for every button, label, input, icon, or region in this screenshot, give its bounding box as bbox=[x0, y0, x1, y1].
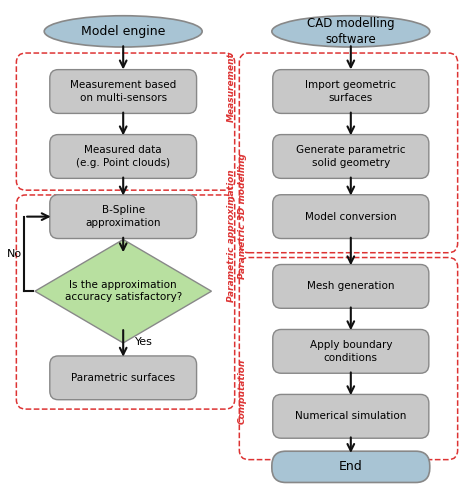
Text: Parametric surfaces: Parametric surfaces bbox=[71, 373, 175, 383]
Text: Measurement based
on multi-sensors: Measurement based on multi-sensors bbox=[70, 81, 176, 103]
FancyBboxPatch shape bbox=[273, 195, 429, 239]
FancyBboxPatch shape bbox=[273, 329, 429, 373]
Text: Measured data
(e.g. Point clouds): Measured data (e.g. Point clouds) bbox=[76, 145, 170, 168]
Text: Parametric 3D modelling: Parametric 3D modelling bbox=[238, 153, 247, 279]
FancyBboxPatch shape bbox=[272, 451, 430, 483]
FancyBboxPatch shape bbox=[50, 135, 197, 178]
Text: Computation: Computation bbox=[238, 358, 247, 424]
Text: Model conversion: Model conversion bbox=[305, 212, 397, 221]
FancyBboxPatch shape bbox=[50, 195, 197, 239]
Text: Apply boundary
conditions: Apply boundary conditions bbox=[310, 340, 392, 362]
FancyBboxPatch shape bbox=[273, 265, 429, 308]
Ellipse shape bbox=[44, 16, 202, 47]
Text: Parametric approximation: Parametric approximation bbox=[227, 169, 236, 302]
Text: No: No bbox=[7, 249, 22, 259]
Text: Numerical simulation: Numerical simulation bbox=[295, 411, 407, 421]
Text: Model engine: Model engine bbox=[81, 25, 165, 38]
Text: Mesh generation: Mesh generation bbox=[307, 281, 394, 291]
Text: B-Spline
approximation: B-Spline approximation bbox=[85, 205, 161, 228]
FancyBboxPatch shape bbox=[273, 70, 429, 113]
Polygon shape bbox=[35, 240, 211, 343]
Text: Import geometric
surfaces: Import geometric surfaces bbox=[305, 81, 396, 103]
Text: Generate parametric
solid geometry: Generate parametric solid geometry bbox=[296, 145, 406, 168]
Ellipse shape bbox=[272, 16, 430, 47]
FancyBboxPatch shape bbox=[50, 70, 197, 113]
FancyBboxPatch shape bbox=[50, 356, 197, 400]
Text: CAD modelling
software: CAD modelling software bbox=[307, 17, 395, 46]
Text: Yes: Yes bbox=[135, 337, 153, 347]
Text: Measurement: Measurement bbox=[227, 52, 236, 122]
FancyBboxPatch shape bbox=[273, 135, 429, 178]
Text: Is the approximation
accuracy satisfactory?: Is the approximation accuracy satisfacto… bbox=[64, 280, 182, 302]
FancyBboxPatch shape bbox=[273, 394, 429, 438]
Text: End: End bbox=[339, 461, 363, 473]
